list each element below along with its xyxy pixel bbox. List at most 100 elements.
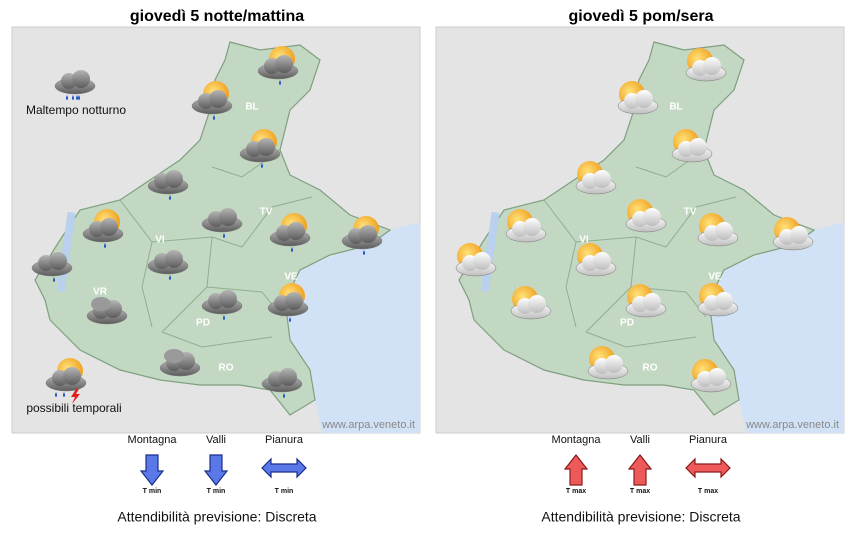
trend-zone: Montagna [552, 434, 602, 446]
cloud [359, 225, 377, 243]
sea [285, 222, 420, 433]
weather-icon [575, 243, 617, 277]
cloud [91, 297, 111, 311]
weather-icon [772, 217, 814, 251]
trend-zone: Montagna [128, 434, 178, 446]
rain [55, 392, 65, 397]
cloud [72, 70, 90, 88]
province-label: VI [155, 235, 165, 246]
rain [169, 275, 171, 280]
trend-zone: Pianura [265, 434, 304, 446]
forecast-panel: giovedì 5 pom/seraBLTVVIVRPDVEROwww.arpa… [435, 8, 845, 525]
cloud [689, 138, 707, 156]
reliability: Attendibilità previsione: Discreta [117, 509, 316, 525]
province-label: BL [245, 102, 258, 113]
weather-icon [625, 284, 667, 318]
trend-arrow [139, 454, 165, 486]
cloud [275, 55, 293, 73]
cloud [643, 293, 661, 311]
credit: www.arpa.veneto.it [745, 419, 839, 431]
cloud [703, 57, 721, 75]
rain [213, 115, 215, 120]
cloud [164, 349, 184, 363]
cloud [285, 292, 303, 310]
cloud [528, 295, 546, 313]
trend-label: T max [698, 488, 718, 495]
rain [363, 250, 365, 255]
panel-title: giovedì 5 notte/mattina [130, 8, 304, 25]
rain [289, 317, 291, 322]
cloud [209, 90, 227, 108]
map: BL TV VI VR PD VE RO Maltempo notturno possibili… [11, 26, 421, 434]
panel-title: giovedì 5 pom/sera [569, 8, 714, 25]
weather-icon [147, 250, 189, 280]
sea [709, 222, 844, 433]
lightning [71, 389, 80, 404]
weather-icon [45, 358, 87, 404]
weather-icon [617, 81, 659, 115]
cloud [219, 290, 237, 308]
weather-icon [86, 297, 128, 325]
trend-label: T max [566, 488, 586, 495]
cloud [605, 355, 623, 373]
rain [283, 393, 285, 398]
rain [261, 163, 263, 168]
cloud [473, 252, 491, 270]
trend-zone: Pianura [689, 434, 728, 446]
province-label: BL [669, 102, 682, 113]
weather-icon [697, 283, 739, 317]
cloud [165, 170, 183, 188]
weather-icon [505, 209, 547, 243]
cloud [715, 292, 733, 310]
weather-icon [671, 129, 713, 163]
weather-icon [625, 199, 667, 233]
weather-icon [147, 170, 189, 200]
weather-icon [201, 290, 243, 320]
weather-icon [587, 346, 629, 380]
map: BLTVVIVRPDVEROwww.arpa.veneto.it [435, 26, 845, 434]
weather-icon [257, 46, 299, 85]
rain [104, 243, 106, 248]
cloud [287, 222, 305, 240]
trend-label: T max [630, 488, 650, 495]
forecast-panel: giovedì 5 notte/mattina BL TV VI VR PD VE RO Mal… [11, 8, 421, 525]
trend-label: T min [275, 488, 294, 495]
rain [169, 195, 171, 200]
cloud [63, 367, 81, 385]
cloud [790, 226, 808, 244]
rain [223, 315, 225, 320]
weather-icon [239, 129, 281, 168]
cloud [643, 208, 661, 226]
cloud [715, 222, 733, 240]
cloud [279, 368, 297, 386]
weather-icon [267, 283, 309, 322]
province-label: RO [643, 363, 658, 374]
province-label: PD [620, 318, 634, 329]
trend-arrow [627, 454, 653, 486]
cloud [165, 250, 183, 268]
reliability: Attendibilità previsione: Discreta [541, 509, 740, 525]
cloud [49, 252, 67, 270]
trend-arrow [203, 454, 229, 486]
province-borders [543, 149, 737, 348]
trend-label: T min [143, 488, 162, 495]
rain [53, 277, 55, 282]
credit: www.arpa.veneto.it [321, 419, 415, 431]
trend-zone: Valli [630, 434, 650, 446]
trend-arrow [563, 454, 589, 486]
cloud [257, 138, 275, 156]
province-label: VE [708, 272, 722, 283]
province-label: RO [219, 363, 234, 374]
weather-icon [455, 243, 497, 277]
weather-icon [191, 81, 233, 120]
province-label: VI [579, 235, 589, 246]
weather-icon [690, 359, 732, 393]
map-note: Maltempo notturno [26, 103, 126, 117]
province-label: VE [284, 272, 298, 283]
trend-label: T min [207, 488, 226, 495]
cloud [708, 368, 726, 386]
province-label: TV [684, 207, 697, 218]
weather-icon [269, 213, 311, 252]
cloud [100, 218, 118, 236]
